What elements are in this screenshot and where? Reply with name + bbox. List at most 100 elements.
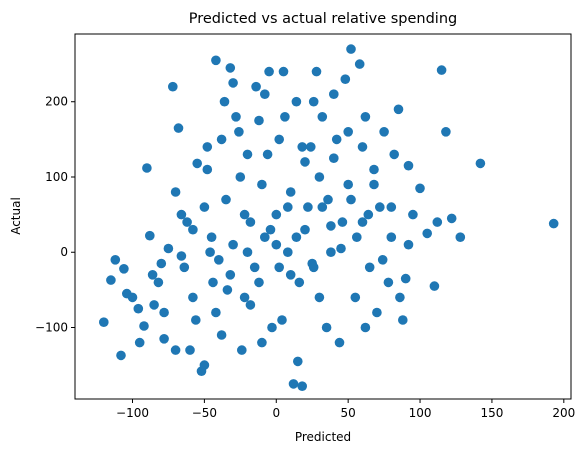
- data-point: [323, 194, 333, 205]
- x-tick-label: −100: [116, 406, 149, 420]
- data-point: [369, 164, 379, 175]
- data-point: [199, 360, 210, 370]
- y-axis: −100 0 100 200: [35, 95, 75, 335]
- data-point: [369, 179, 379, 190]
- data-point: [300, 157, 310, 167]
- data-point: [159, 334, 169, 344]
- data-point: [311, 66, 322, 77]
- data-point: [274, 134, 285, 145]
- data-point: [383, 277, 394, 288]
- data-point: [415, 183, 425, 194]
- data-point: [455, 232, 466, 242]
- y-tick-label: 100: [45, 170, 68, 184]
- data-point: [173, 123, 184, 133]
- data-point: [219, 96, 230, 107]
- data-point: [211, 55, 221, 66]
- x-tick-label: 150: [480, 406, 503, 420]
- data-point: [283, 247, 293, 257]
- data-point: [288, 379, 299, 389]
- data-point: [156, 258, 167, 269]
- data-point: [548, 218, 559, 229]
- data-point: [202, 142, 213, 152]
- data-point: [206, 232, 217, 242]
- x-axis: −100 −50 0 50 100 150 200: [116, 399, 575, 420]
- data-point: [346, 194, 356, 205]
- data-point: [386, 232, 397, 242]
- data-point: [134, 337, 145, 348]
- data-point: [199, 202, 210, 212]
- data-point: [429, 281, 440, 291]
- data-point: [168, 81, 178, 92]
- data-point: [285, 270, 296, 280]
- data-point: [291, 96, 302, 107]
- data-point: [395, 292, 405, 303]
- data-point: [254, 277, 264, 288]
- data-point: [239, 209, 250, 220]
- data-point: [334, 337, 345, 348]
- data-point: [234, 127, 244, 137]
- data-point: [242, 247, 253, 257]
- data-point: [278, 66, 289, 77]
- data-point: [446, 213, 457, 224]
- data-point: [441, 127, 451, 137]
- data-point: [331, 134, 342, 145]
- data-point: [297, 142, 308, 152]
- data-point: [119, 264, 129, 274]
- data-point: [211, 307, 221, 318]
- data-point: [176, 209, 187, 220]
- data-point: [364, 262, 375, 273]
- data-point: [393, 104, 404, 115]
- data-point: [360, 112, 371, 122]
- plot-frame: [74, 33, 572, 400]
- data-point: [159, 307, 169, 318]
- data-point: [188, 224, 198, 235]
- data-point: [153, 277, 164, 288]
- data-point: [245, 300, 256, 310]
- data-point: [285, 187, 296, 197]
- data-point: [235, 172, 246, 182]
- data-point: [363, 209, 374, 220]
- data-point: [133, 303, 144, 314]
- data-point: [182, 217, 192, 227]
- data-point: [326, 221, 336, 231]
- data-point: [271, 209, 282, 220]
- data-point: [265, 224, 276, 235]
- data-point: [432, 217, 443, 227]
- data-point: [354, 59, 365, 69]
- data-point: [377, 254, 388, 265]
- data-point: [400, 273, 411, 284]
- data-point: [170, 345, 181, 355]
- data-point: [283, 202, 293, 212]
- data-point: [475, 158, 486, 169]
- data-point: [436, 65, 447, 75]
- data-point: [192, 158, 202, 169]
- data-point: [398, 315, 408, 325]
- data-point: [408, 209, 418, 220]
- data-point: [170, 187, 181, 197]
- data-point: [99, 317, 109, 328]
- data-point: [110, 254, 121, 265]
- data-point: [163, 243, 174, 254]
- data-point: [242, 149, 253, 160]
- x-tick-label: 200: [552, 406, 575, 420]
- data-point: [179, 262, 190, 273]
- data-point: [350, 292, 361, 303]
- data-point: [127, 292, 138, 303]
- data-point: [277, 315, 287, 325]
- data-point: [257, 179, 267, 190]
- data-point: [191, 315, 201, 325]
- data-point: [321, 322, 332, 333]
- data-point: [357, 142, 368, 152]
- data-point: [379, 127, 389, 137]
- data-point: [308, 96, 319, 107]
- data-point: [147, 270, 158, 280]
- data-point: [294, 277, 305, 288]
- data-point: [293, 356, 303, 367]
- data-point: [228, 78, 238, 88]
- data-point: [225, 270, 236, 280]
- y-axis-label: Actual: [9, 197, 23, 235]
- data-point: [329, 89, 339, 99]
- x-axis-label: Predicted: [295, 430, 351, 444]
- data-point: [274, 262, 285, 273]
